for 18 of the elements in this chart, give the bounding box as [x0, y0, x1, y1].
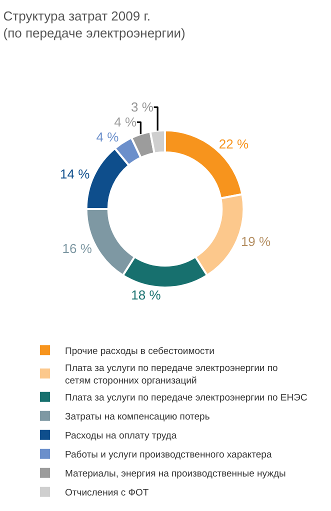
- legend-label: Работы и услуги производственного характера: [65, 450, 272, 461]
- data-label: 16 %: [62, 241, 92, 256]
- data-label: 19 %: [240, 234, 272, 249]
- data-label: 4 %: [114, 114, 137, 130]
- data-label: 3 %: [131, 100, 154, 115]
- data-label: 4 %: [96, 130, 120, 145]
- legend-label: Плата за услуги по передаче электроэнергии по сетям сторонних организаций: [65, 363, 278, 386]
- chart-subtitle: (по передаче электроэнергии): [3, 25, 186, 40]
- legend-label: Затраты на компенсацию потерь: [65, 412, 210, 423]
- legend-label: Расходы на оплату труда: [65, 430, 178, 442]
- data-label: 18 %: [131, 288, 162, 303]
- legend-label: Отчисления с ФОТ: [65, 488, 149, 499]
- chart-title: Структура затрат 2009 г.: [3, 8, 150, 24]
- data-label: 22 %: [218, 136, 249, 152]
- legend-label: Плата за услуги по передаче электроэнергии по ЕНЭС: [65, 392, 308, 404]
- legend-label: Материалы, энергия на производственные нужды: [65, 468, 286, 480]
- data-label: 14 %: [60, 166, 90, 182]
- legend-label: Прочие расходы в себестоимости: [65, 346, 214, 357]
